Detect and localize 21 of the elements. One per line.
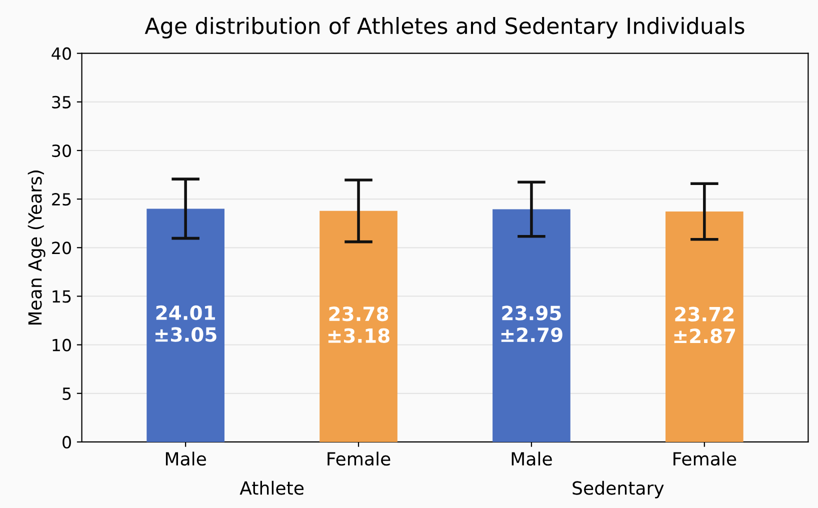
y-tick-label: 5	[62, 388, 71, 400]
y-tick-label: 0	[62, 436, 71, 449]
x-tick-label: Female	[328, 452, 390, 466]
data-label: 23.72 ±2.87	[674, 306, 735, 344]
data-label: 23.78 ±3.18	[328, 306, 390, 343]
y-tick-label: 20	[52, 242, 71, 254]
y-tick-label: 35	[52, 96, 71, 108]
y-tick-label: 40	[52, 47, 71, 60]
x-tick-label: Female	[674, 452, 736, 466]
text: Athlete	[240, 480, 304, 495]
text: Sedentary	[572, 480, 664, 498]
x-tick-label: Male	[166, 452, 206, 466]
x-tick-label: Male	[512, 452, 552, 466]
y-tick-label: 10	[52, 338, 71, 352]
y-tick-label: 25	[52, 193, 71, 206]
chart-title: Age distribution of Athletes and Sedentary Individuals	[144, 17, 744, 39]
y-tick-label: 30	[52, 144, 71, 158]
data-label: 23.95 ±2.79	[501, 306, 562, 342]
y-axis-title: Mean Age (Years)	[28, 170, 46, 325]
data-label: 24.01 ±3.05	[155, 305, 216, 342]
y-tick-label: 15	[52, 290, 71, 303]
